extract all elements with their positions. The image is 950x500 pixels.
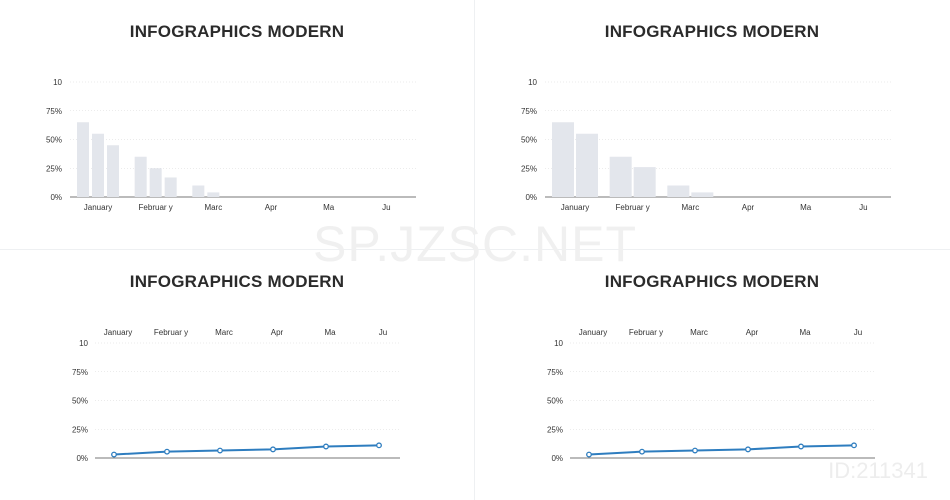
x-tick-label: Februar y [154,328,188,337]
x-tick-label: January [84,203,112,212]
y-tick-label: 0% [76,454,88,463]
x-tick-label: January [104,328,132,337]
x-tick-label: Februar y [629,328,663,337]
y-tick-label: 75% [72,368,88,377]
x-tick-label: Ma [323,203,335,212]
data-point [639,448,645,455]
bar [134,156,147,197]
bar [207,192,220,197]
bar [667,185,690,197]
y-tick-label: 25% [46,164,62,173]
x-tick-label: Ma [324,328,336,337]
bar-chart-1: 0% 25% 50% 75% 10 January Februar y Marc Apr Ma Ju [46,78,416,212]
bar [609,156,632,197]
x-tick-label: Ma [800,203,812,212]
chart-title: INFOGRAPHICS MODERN [129,22,345,41]
bar [107,145,119,197]
y-tick-label: 75% [46,107,62,116]
y-tick-label: 10 [53,78,62,87]
y-tick-label: 50% [72,397,88,406]
y-tick-label: 0% [525,193,537,202]
x-tick-label: Ju [382,203,390,212]
data-point [323,443,329,450]
chart-title: INFOGRAPHICS MODERN [604,272,820,291]
y-tick-label: 50% [547,397,563,406]
y-tick-label: 75% [521,107,537,116]
data-point [164,448,170,455]
data-point [798,443,804,450]
bar [92,133,104,197]
bar [192,185,205,197]
x-tick-label: Ju [854,328,862,337]
x-tick-label: Apr [271,328,284,337]
y-tick-label: 10 [528,78,537,87]
bar [691,192,714,197]
data-point [586,451,592,458]
series-line [588,444,855,456]
line-chart-1: January Februar y Marc Apr Ma Ju 0% 25% 50% 75% 10 [72,328,400,463]
series-line [113,444,380,456]
line-chart-2: January Februar y Marc Apr Ma Ju 0% 25% 50% 75% 10 [547,328,875,463]
data-point [376,442,382,449]
y-tick-label: 10 [79,339,88,348]
panel-divider-vertical [474,0,475,500]
panel-divider-horizontal [0,249,950,250]
data-point [217,447,223,454]
y-tick-label: 25% [521,164,537,173]
bar [633,167,656,197]
y-tick-label: 0% [551,454,563,463]
chart-title: INFOGRAPHICS MODERN [129,272,345,291]
y-tick-label: 0% [50,193,62,202]
y-tick-label: 25% [547,425,563,434]
bar-chart-panel-1: INFOGRAPHICS MODERN 0% 25% 50% 75% 10 January… [0,0,474,249]
bar [149,168,162,197]
data-point [745,446,751,453]
x-tick-label: January [579,328,607,337]
data-point [851,442,857,449]
x-tick-label: Apr [746,328,759,337]
x-tick-label: Marc [215,328,233,337]
x-tick-label: Ju [859,203,867,212]
data-point [692,447,698,454]
bar [576,133,598,197]
x-tick-label: Ma [799,328,811,337]
data-point [111,451,117,458]
bar-chart-2: 0% 25% 50% 75% 10 January Februar y Marc Apr Ma Ju [521,78,891,212]
id-label: ID:211341 [828,458,928,483]
bar [552,122,574,197]
x-tick-label: January [561,203,589,212]
chart-title: INFOGRAPHICS MODERN [604,22,820,41]
x-tick-label: Marc [681,203,699,212]
y-tick-label: 25% [72,425,88,434]
y-tick-label: 50% [46,136,62,145]
x-tick-label: Februar y [616,203,650,212]
data-point [270,446,276,453]
y-tick-label: 75% [547,368,563,377]
x-tick-label: Februar y [139,203,173,212]
line-chart-panel-2: INFOGRAPHICS MODERN January Februar y Marc… [475,250,949,499]
x-tick-label: Ju [379,328,387,337]
bar [164,177,177,197]
line-chart-panel-1: INFOGRAPHICS MODERN January Februar y Marc… [0,250,474,499]
x-tick-label: Apr [742,203,755,212]
y-tick-label: 10 [554,339,563,348]
x-tick-label: Marc [690,328,708,337]
bar [77,122,89,197]
bar-chart-panel-2: INFOGRAPHICS MODERN 0% 25% 50% 75% 10 January… [475,0,949,249]
x-tick-label: Marc [204,203,222,212]
y-tick-label: 50% [521,136,537,145]
watermark: SP.JZSC.NET [312,216,638,272]
x-tick-label: Apr [265,203,278,212]
